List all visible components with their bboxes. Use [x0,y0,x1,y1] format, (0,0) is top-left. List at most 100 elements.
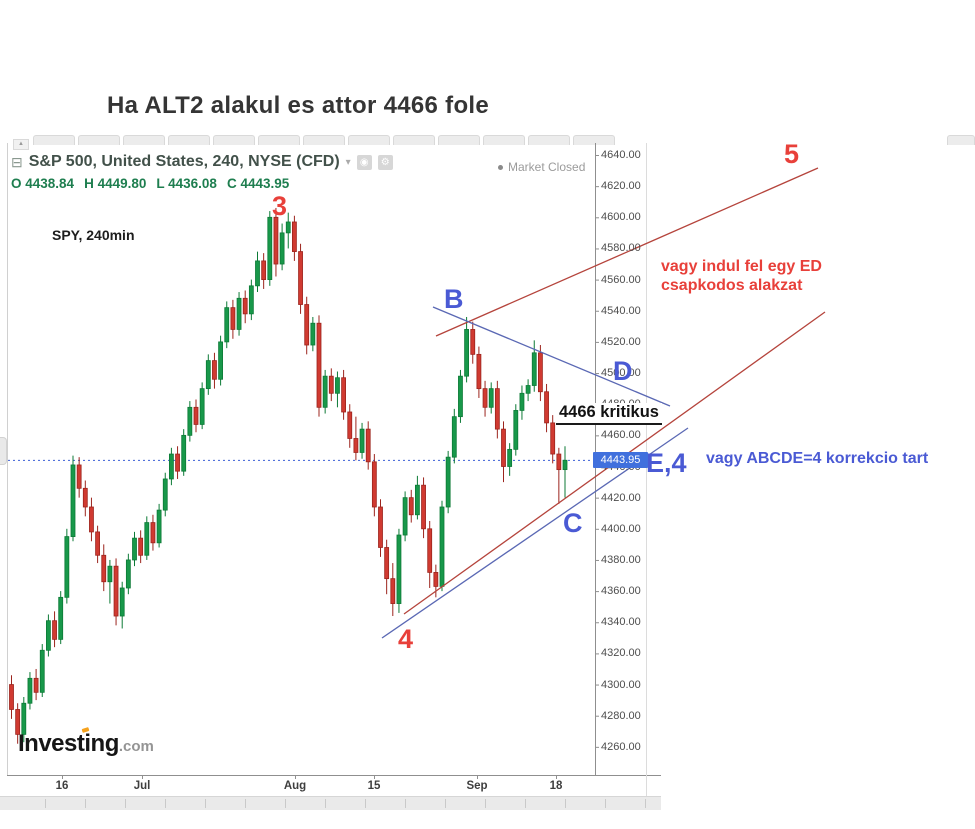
candle-body [427,528,433,573]
trendline-blue[interactable] [432,306,671,407]
candle-body [162,478,168,511]
candle-body [168,453,174,480]
candle-body [119,587,125,617]
bottom-scrollbar-strip[interactable] [0,796,661,810]
candle-body [144,522,150,556]
scroll-up-button[interactable]: ▲ [13,139,29,150]
toolbar-button[interactable] [258,135,300,145]
time-axis-label: 16 [55,780,69,792]
trendline-red[interactable] [435,167,819,337]
bottom-strip-tick [485,799,486,808]
candle-body [21,702,27,735]
chart-watermark-label: SPY, 240min [52,227,135,243]
chevron-down-icon[interactable]: ▾ [345,156,351,168]
candle-body [248,285,254,315]
bottom-strip-tick [165,799,166,808]
wave-label-5[interactable]: 5 [784,139,800,169]
collapse-icon[interactable]: ⊟ [11,154,23,170]
candle-body [76,464,82,489]
candle-body [359,428,365,453]
price-axis-label: 4520.00 [601,335,641,348]
candle-body [58,596,64,640]
candle-body [291,221,297,252]
annotation-text-red[interactable]: vagy indul fel egy ED csapkodos alakzat [661,258,822,294]
candle-body [414,484,420,516]
candle-body [328,375,334,394]
snapshot-icon[interactable]: ◉ [356,154,372,170]
ohlc-row: O 4438.84 H 4449.80 L 4436.08 C 4443.95 [11,176,289,191]
symbol-header: ⊟ S&P 500, United States, 240, NYSE (CFD… [11,153,393,171]
candle-body [488,388,494,408]
wave-label-E4[interactable]: E,4 [646,448,687,478]
price-axis-label: 4420.00 [601,491,641,504]
bottom-strip-tick [45,799,46,808]
candle-body [476,353,482,390]
wave-label-C[interactable]: C [563,508,583,538]
wave-label-D[interactable]: D [613,356,633,386]
candle-body [267,216,273,281]
candle-body [261,260,267,281]
toolbar-button[interactable] [528,135,570,145]
candle-body [150,522,156,544]
candle-body [445,456,451,508]
wave-label-3[interactable]: 3 [272,191,288,221]
investing-logo: Investing .com [18,727,154,758]
settings-gear-icon[interactable]: ⚙ [377,154,393,170]
candle-body [273,216,279,265]
bottom-strip-tick [405,799,406,808]
price-axis-label: 4600.00 [601,211,641,224]
toolbar-button[interactable] [78,135,120,145]
price-axis-label: 4620.00 [601,180,641,193]
candle-body [255,260,260,287]
candle-body [242,297,248,315]
candle-body [285,221,291,234]
price-axis-label: 4560.00 [601,273,641,286]
price-axis-label: 4260.00 [601,740,641,753]
market-status-text: Market Closed [508,160,586,174]
candle-body [464,329,470,377]
candle-body [439,506,445,587]
candle-body [556,453,562,471]
price-axis-label: 4280.00 [601,709,641,722]
toolbar-button[interactable] [213,135,255,145]
wave-label-B[interactable]: B [444,284,464,314]
time-axis-label: Jul [133,780,151,792]
wave-label-4[interactable]: 4 [398,624,414,654]
toolbar-button[interactable] [483,135,525,145]
candle-body [230,307,236,330]
toolbar-button[interactable] [438,135,480,145]
candle-body [218,341,224,380]
candle-body [408,497,414,516]
candle-body [519,392,525,411]
toolbar-button[interactable] [123,135,165,145]
toolbar-button[interactable] [168,135,210,145]
toolbar-button[interactable] [573,135,615,145]
left-scrollbar-remnant[interactable] [0,437,7,465]
bottom-strip-tick [365,799,366,808]
bottom-strip-tick [285,799,286,808]
page-title: Ha ALT2 alakul es attor 4466 fole [107,92,490,119]
price-axis-label: 4460.00 [601,429,641,442]
candle-body [396,534,402,604]
market-status-dot [498,164,503,170]
candle-body [482,388,488,408]
candle-body [113,565,119,617]
critical-level-label[interactable]: 4466 kritikus [556,403,662,425]
toolbar-button[interactable] [393,135,435,145]
candle-body [451,416,457,458]
bottom-strip-tick [125,799,126,808]
toolbar-button[interactable] [33,135,75,145]
candle-body [458,375,463,418]
candle-body [224,307,230,343]
candle-body [507,448,513,467]
annotation-text-blue[interactable]: vagy ABCDE=4 korrekcio tart [706,450,929,467]
candle-body [125,559,131,589]
ohlc-h: H 4449.80 [84,176,147,191]
price-axis-label: 4300.00 [601,678,641,691]
toolbar-button[interactable] [348,135,390,145]
candle-body [187,406,193,436]
toolbar-button[interactable] [303,135,345,145]
candle-body [156,509,162,544]
time-axis-label: Aug [283,780,307,792]
